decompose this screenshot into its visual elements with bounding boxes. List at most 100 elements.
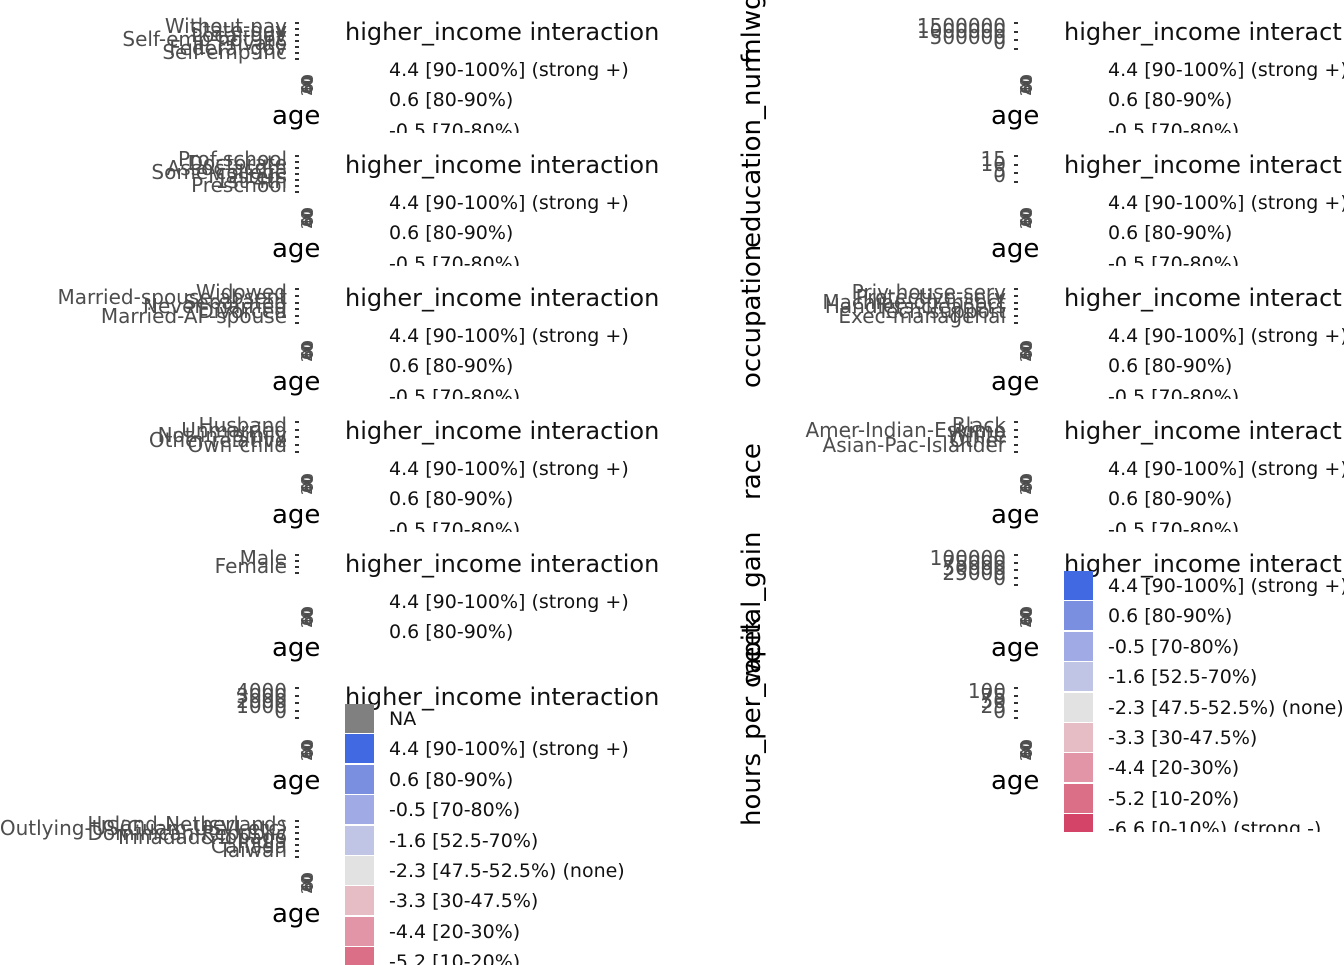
y-tick-mark	[295, 850, 299, 852]
y-tick-label: Handlers-cleaners	[824, 294, 1006, 319]
y-tick-mark	[295, 58, 299, 60]
y-tick-label: Unmarried	[181, 418, 287, 442]
legend-item-label: 4.4 [90-100%] (strong +)	[1108, 192, 1344, 214]
legend-title: higher_income interaction	[1064, 151, 1344, 179]
legend-item: -5.2 [10-20%)	[1064, 783, 1344, 814]
x-tick-label: 80	[1018, 73, 1036, 93]
x-axis-label: age	[991, 101, 1040, 131]
y-tick-label: 75	[980, 684, 1006, 708]
legend-key	[345, 916, 374, 946]
legend-item: -0.5 [70-80%)	[1064, 249, 1344, 266]
x-axis-label: age	[272, 234, 321, 264]
legend-item: -0.5 [70-80%)	[1064, 116, 1344, 133]
legend-item-label: NA	[389, 708, 417, 730]
legend-item-label: -0.5 [70-80%)	[389, 518, 521, 532]
y-tick-label: 4000	[236, 679, 287, 703]
legend-item: 4.4 [90-100%] (strong +)	[1064, 321, 1344, 351]
legend-key	[1064, 631, 1093, 661]
legend-item: -0.5 [70-80%)	[1064, 382, 1344, 399]
y-tick-label: Exec-managerial	[838, 304, 1006, 328]
legend-item: 4.4 [90-100%] (strong +)	[345, 188, 672, 218]
y-tick-label: 25	[980, 694, 1006, 718]
y-tick-mark	[295, 22, 299, 24]
legend-item: NA	[345, 704, 672, 734]
legend-item-label: -3.3 [30-47.5%)	[1108, 727, 1258, 749]
legend-item: -6.6 [0-10%) (strong -)	[1064, 814, 1344, 832]
legend-item: 4.4 [90-100%] (strong +)	[345, 55, 672, 85]
y-tick-mark	[1014, 421, 1018, 423]
y-tick-mark	[1014, 39, 1018, 42]
legend-title: higher_income interaction	[1064, 417, 1344, 445]
legend-item: 4.4 [90-100%] (strong +)	[1064, 454, 1344, 484]
y-axis-ticks	[295, 155, 301, 195]
legend-item: -0.5 [70-80%)	[345, 515, 672, 532]
y-tick-label: 15	[980, 147, 1006, 171]
y-tick-label: 75000	[942, 551, 1006, 575]
y-tick-mark	[1014, 717, 1018, 719]
y-tick-label: 0	[274, 699, 287, 723]
y-tick-mark	[295, 443, 299, 446]
legend-item-label: -0.5 [70-80%)	[1108, 252, 1240, 266]
legend-item-label: -5.2 [10-20%)	[1108, 787, 1240, 810]
x-axis-label: age	[272, 766, 321, 796]
legend-item: 0.6 [80-90%)	[1064, 85, 1344, 115]
y-tick-mark	[295, 173, 299, 175]
y-tick-mark	[295, 554, 299, 556]
legend-item-label: 0.6 [80-90%)	[1108, 355, 1233, 378]
y-tick-label: Widowed	[195, 280, 287, 304]
legend-key	[345, 734, 374, 764]
y-tick-label: 5	[993, 157, 1006, 182]
legend-item-label: -4.4 [20-30%)	[389, 920, 521, 943]
legend-key	[1064, 601, 1093, 631]
y-tick-mark	[1014, 694, 1018, 697]
legend-item-label: -5.2 [10-20%)	[389, 951, 521, 965]
legend-key	[345, 856, 374, 885]
y-tick-label: 100	[967, 679, 1006, 703]
x-axis-label: age	[272, 500, 321, 530]
y-tick-label: Black	[951, 413, 1006, 437]
y-tick-label: 0	[993, 163, 1006, 187]
legend-key	[1064, 692, 1093, 722]
legend-item: -0.5 [70-80%)	[1064, 515, 1344, 532]
facet-panel: Priv-house-serv Protective-serv Machine-op…	[719, 266, 1344, 399]
y-axis-ticks	[1014, 22, 1020, 52]
y-tick-mark	[295, 694, 299, 697]
legend-item: -0.5 [70-80%)	[345, 116, 672, 133]
y-tick-mark	[1014, 436, 1018, 438]
y-axis-ticks	[295, 22, 301, 62]
legend-item-label: -0.5 [70-80%)	[389, 119, 521, 133]
legend-item-label: 0.6 [80-90%)	[389, 222, 514, 245]
legend-item-label: 0.6 [80-90%)	[1108, 222, 1233, 245]
y-tick-label: 0	[993, 699, 1006, 723]
y-tick-label: Local-gov	[191, 22, 287, 47]
y-axis-ticks	[295, 820, 301, 860]
legend-item-label: -0.5 [70-80%)	[1108, 635, 1240, 658]
y-tick-label: Doctorate	[187, 151, 287, 176]
y-tick-mark	[1014, 709, 1018, 712]
y-tick-mark	[295, 288, 299, 290]
y-axis-ticks	[1014, 288, 1020, 326]
y-tick-label: 25000	[942, 561, 1006, 585]
facet-panel: Husband Unmarried Not-in-family Other-relat…	[0, 399, 672, 532]
y-tick-mark	[295, 28, 299, 30]
y-tick-label: Other-relative	[148, 428, 287, 452]
y-tick-label: Female	[214, 554, 287, 578]
facet-panel: Widowed Married-spouse-absent Separated Nev…	[0, 266, 672, 399]
x-tick-label: 80	[299, 339, 317, 359]
legend-item: 4.4 [90-100%] (strong +)	[1064, 571, 1344, 601]
y-axis-ticks	[295, 421, 301, 455]
legend-item: 4.4 [90-100%] (strong +)	[345, 454, 672, 484]
legend-key	[345, 886, 374, 916]
legend-item: 0.6 [80-90%)	[345, 617, 672, 647]
facet-panel: Holand-Netherlands Outlying-US(Guam-USVI-…	[0, 798, 672, 931]
legend-item-label: -0.5 [70-80%)	[389, 252, 521, 266]
legend-item: 0.6 [80-90%)	[345, 351, 672, 381]
y-tick-mark	[1014, 288, 1018, 290]
y-tick-mark	[1014, 301, 1018, 304]
y-tick-label: 3000	[236, 684, 287, 708]
y-tick-label: Taiwan	[218, 838, 287, 862]
legend-key	[345, 825, 374, 855]
x-tick-label: 80	[1018, 206, 1036, 226]
y-tick-mark	[295, 40, 299, 42]
legend-item-label: -0.5 [70-80%)	[389, 799, 521, 822]
